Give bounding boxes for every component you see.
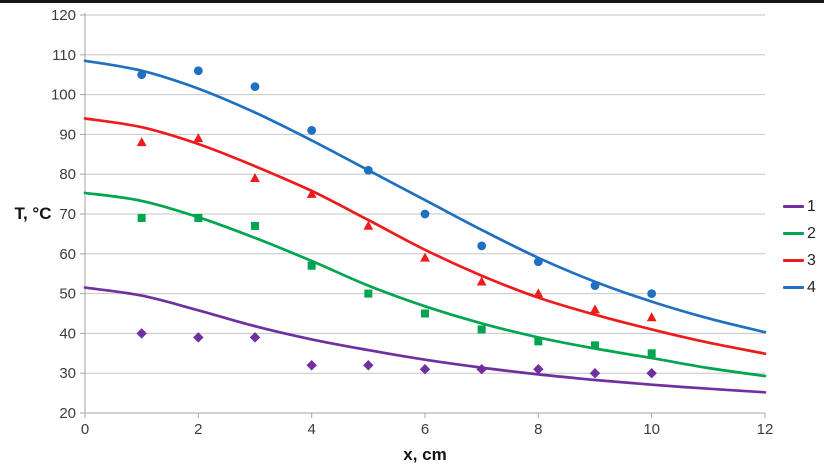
data-point-markers	[136, 66, 657, 379]
marker-series-1	[193, 332, 204, 343]
marker-series-2	[534, 337, 543, 346]
x-axis-title: x, cm	[403, 445, 446, 464]
marker-series-1	[419, 364, 431, 375]
marker-series-4	[477, 241, 487, 251]
marker-series-3	[193, 133, 204, 143]
marker-series-4	[420, 209, 430, 219]
legend-item-2: 2	[783, 220, 816, 247]
legend-swatch-series-3	[783, 259, 804, 262]
fitted-curves	[83, 59, 767, 394]
marker-series-2	[477, 325, 486, 334]
marker-series-3	[590, 304, 600, 314]
marker-series-4	[307, 126, 317, 135]
marker-series-1	[306, 360, 317, 371]
marker-series-4	[590, 281, 600, 291]
y-axis-title: T, °C	[14, 204, 51, 223]
marker-series-1	[589, 368, 601, 379]
legend-label-series-1: 1	[807, 197, 816, 215]
y-tick-label: 70	[59, 206, 76, 223]
marker-series-4	[137, 70, 147, 80]
y-tick-label: 100	[51, 87, 76, 104]
y-tick-label: 110	[52, 47, 76, 64]
fit-curve-series-1	[83, 286, 767, 394]
marker-series-4	[363, 165, 373, 175]
marker-series-4	[533, 257, 543, 267]
marker-series-3	[250, 172, 260, 182]
marker-series-1	[533, 364, 544, 375]
marker-series-2	[364, 289, 373, 298]
marker-series-2	[251, 221, 259, 230]
marker-series-4	[647, 289, 657, 298]
legend-swatch-series-4	[783, 286, 804, 289]
marker-series-1	[646, 368, 657, 379]
x-tick-label: 6	[421, 421, 429, 438]
y-tick-label: 90	[59, 126, 76, 143]
x-tick-label: 4	[307, 421, 315, 438]
marker-series-3	[533, 288, 544, 298]
marker-series-3	[420, 252, 430, 262]
legend-item-1: 1	[783, 193, 816, 220]
fit-curve-series-2	[83, 191, 767, 378]
legend-label-series-4: 4	[807, 278, 816, 296]
chart-legend: 1 2 3 4	[783, 193, 816, 301]
y-tick-label: 20	[59, 405, 76, 422]
marker-series-1	[363, 360, 374, 371]
marker-series-2	[647, 349, 656, 358]
marker-series-3	[363, 220, 374, 230]
marker-series-3	[306, 188, 317, 198]
y-tick-label: 50	[59, 286, 76, 303]
marker-series-4	[250, 82, 260, 92]
x-tick-label: 2	[194, 421, 202, 438]
fit-curve-series-3	[83, 117, 767, 356]
legend-label-series-2: 2	[807, 224, 816, 242]
legend-label-series-3: 3	[807, 251, 816, 269]
y-tick-label: 30	[59, 365, 76, 382]
x-tick-label: 0	[81, 421, 89, 438]
marker-series-3	[476, 276, 487, 286]
marker-series-1	[249, 332, 261, 343]
legend-swatch-series-2	[783, 232, 804, 235]
marker-series-4	[193, 66, 203, 76]
legend-item-3: 3	[783, 247, 816, 274]
y-tick-label: 60	[59, 246, 76, 263]
tick-labels: 20 30 40 50 60 70 80 90 100 110 120 0 2 4 6 8 10 12	[51, 7, 773, 438]
axis-lines	[80, 13, 766, 418]
marker-series-3	[646, 312, 657, 322]
marker-series-2	[307, 261, 316, 270]
legend-item-4: 4	[783, 274, 816, 301]
x-tick-label: 10	[643, 421, 660, 438]
x-tick-label: 12	[757, 421, 774, 438]
legend-swatch-series-1	[783, 205, 804, 208]
fit-curve-series-4	[83, 59, 767, 334]
x-tick-label: 8	[534, 421, 542, 438]
marker-series-2	[591, 341, 599, 350]
marker-series-2	[194, 213, 203, 222]
y-tick-label: 40	[59, 325, 76, 342]
marker-series-1	[476, 364, 487, 375]
marker-series-2	[421, 309, 429, 318]
marker-series-3	[136, 137, 147, 147]
y-tick-label: 120	[51, 7, 76, 24]
marker-series-2	[137, 213, 146, 222]
y-tick-label: 80	[59, 166, 76, 183]
marker-series-1	[136, 328, 147, 339]
window-top-border	[0, 0, 824, 3]
